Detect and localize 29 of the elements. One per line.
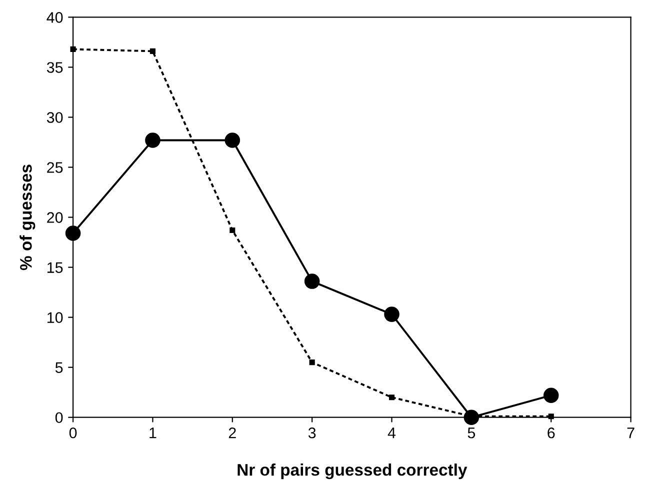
x-tick-label: 4 (388, 428, 396, 438)
point (384, 306, 400, 322)
y-tick-label: 5 (55, 362, 63, 374)
point (304, 274, 320, 289)
x-tick-label: 0 (69, 427, 77, 438)
point (388, 394, 395, 400)
y-tick-label: 0 (55, 412, 63, 424)
point (543, 388, 559, 403)
x-tick-label: 7 (627, 428, 634, 438)
y-tick-label: 25 (47, 162, 63, 173)
point (224, 132, 240, 148)
y-tick-label: 40 (46, 12, 63, 23)
y-tick-label: 10 (47, 312, 63, 323)
point (145, 132, 160, 148)
x-tick-label: 5 (468, 428, 476, 438)
x-tick-label: 6 (548, 427, 555, 438)
point (230, 227, 236, 234)
x-tick-label: 1 (150, 428, 156, 438)
y-tick-label: 30 (46, 112, 63, 123)
point (65, 226, 81, 241)
point (150, 48, 156, 54)
y-tick-label: 35 (46, 62, 63, 73)
y-axis-title: % of guesses (20, 164, 36, 270)
x-axis-title: Nr of pairs guessed correctly (238, 464, 468, 480)
x-tick-label: 2 (228, 427, 236, 438)
y-tick-label: 15 (47, 262, 63, 273)
x-tick-label: 3 (308, 427, 316, 438)
point (309, 360, 315, 366)
y-tick-label: 20 (47, 212, 63, 223)
